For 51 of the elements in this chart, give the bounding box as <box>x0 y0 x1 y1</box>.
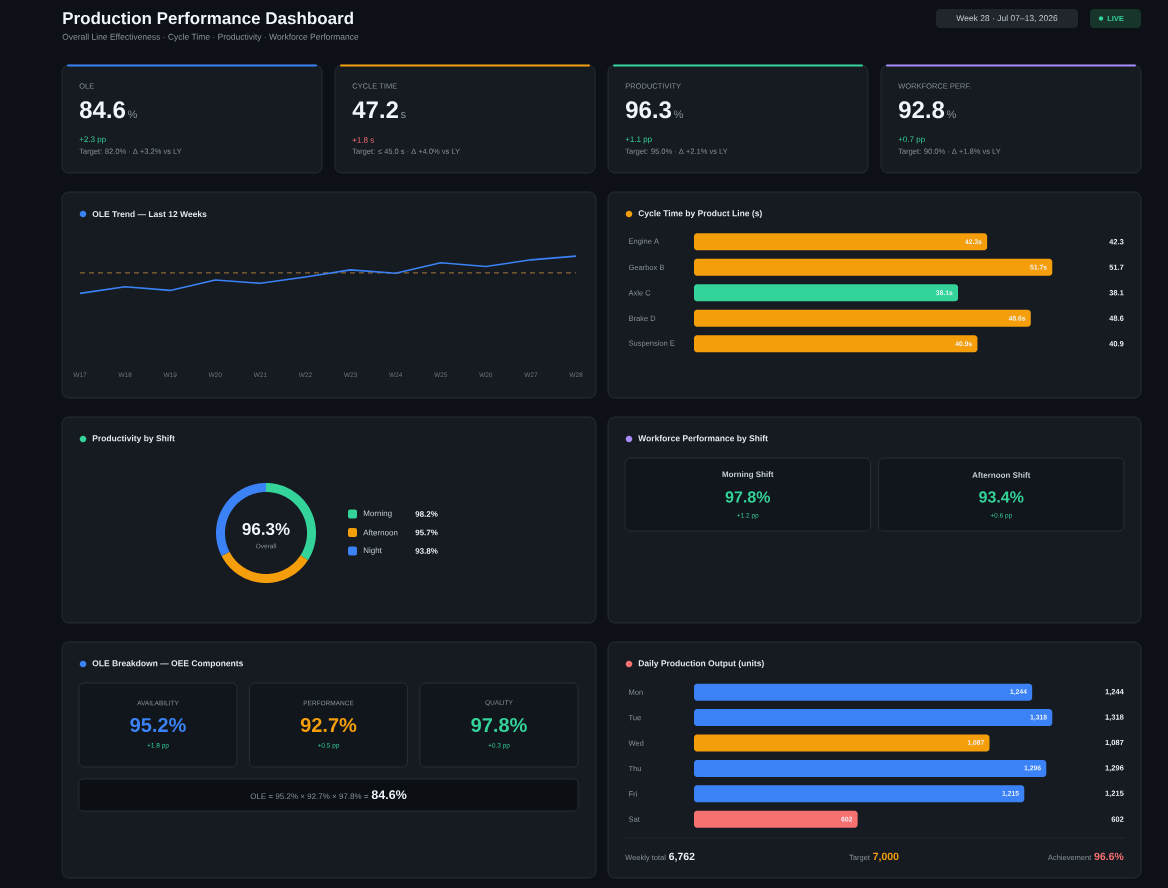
text: % <box>127 110 137 119</box>
text: +1.1 pp <box>625 136 652 144</box>
text: 95.2% <box>130 717 186 733</box>
text: 92.8 <box>899 101 945 119</box>
text: 84.6 <box>79 101 126 119</box>
legend-label: Night <box>363 547 382 555</box>
data-label: 95.7% <box>415 529 438 536</box>
bar <box>694 734 990 752</box>
text: +2.3 pp <box>79 136 106 144</box>
chart-title: OLE Trend — Last 12 Weeks <box>92 210 207 218</box>
chart-title: Cycle Time by Product Line (s) <box>638 210 762 218</box>
text: 93.4% <box>979 491 1024 503</box>
text: Overall Line Effectiveness · Cycle Time · Productivity · Workforce Performance <box>62 33 359 42</box>
text: Week 28 · Jul 07–13, 2026 <box>956 14 1058 23</box>
text: 96.6% <box>1094 852 1124 861</box>
text: 92.7% <box>300 717 357 733</box>
text: +0.7 pp <box>898 136 925 144</box>
chart-title: Daily Production Output (units) <box>638 660 764 668</box>
text: Morning Shift <box>722 471 774 479</box>
bar <box>694 785 1025 803</box>
text: 96.3 <box>626 101 672 119</box>
bar <box>694 810 858 828</box>
bar <box>694 233 988 251</box>
legend-label: Afternoon <box>363 529 398 536</box>
text: Productivity by Shift <box>92 435 175 443</box>
text: 96.3% <box>242 522 290 536</box>
bar <box>694 759 1047 777</box>
bar <box>694 709 1053 727</box>
text: Production Performance Dashboard <box>63 11 353 25</box>
text: Workforce Performance by Shift <box>638 435 768 443</box>
text: 97.8% <box>471 717 527 733</box>
text: 7,000 <box>873 852 899 862</box>
text: 97.8% <box>725 491 771 503</box>
text: OLE = 95.2% × 92.7% × 97.8% = <box>250 793 369 800</box>
bar <box>694 309 1031 327</box>
text: % <box>673 110 683 119</box>
text: Afternoon Shift <box>972 472 1031 478</box>
text: 6,762 <box>669 852 695 862</box>
bar <box>694 284 959 302</box>
bar <box>694 335 978 353</box>
text: % <box>946 110 956 119</box>
text: 84.6% <box>371 790 407 800</box>
bar <box>694 683 1033 701</box>
text: 47.2 <box>352 101 398 118</box>
data-label: 98.2% <box>415 511 438 517</box>
data-label: 93.8% <box>415 548 438 554</box>
bar <box>694 258 1053 276</box>
text: OLE Breakdown — OEE Components <box>92 660 243 668</box>
legend-label: Morning <box>363 510 392 518</box>
text: +1.8 s <box>352 137 374 143</box>
text: s <box>400 112 406 119</box>
